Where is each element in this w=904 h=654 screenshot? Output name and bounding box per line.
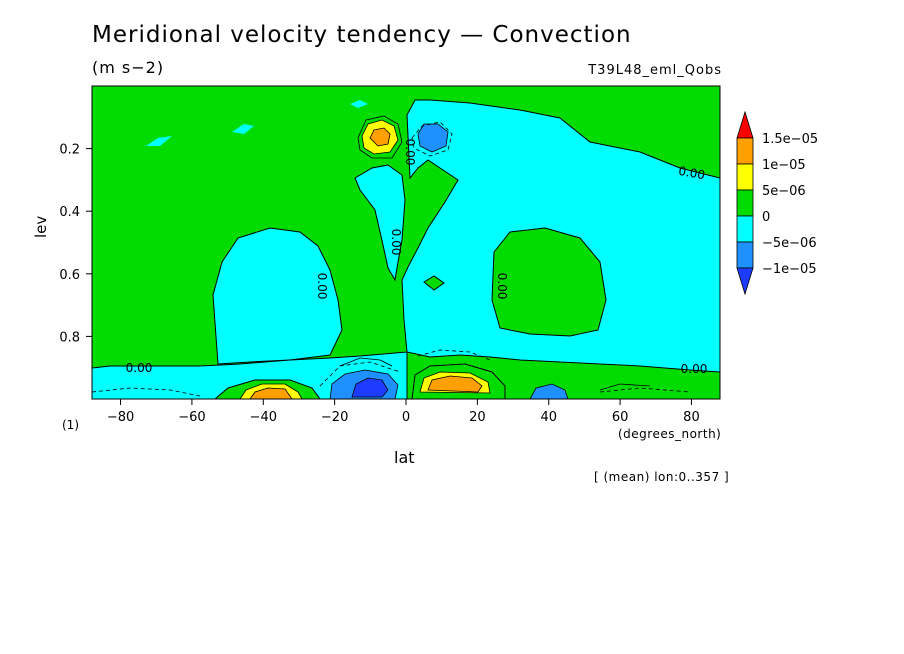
colorbar-min-arrow (736, 267, 754, 296)
colorbar-label-2: 5e−06 (762, 184, 806, 199)
solid-contour-1 (339, 357, 393, 367)
x-tick-label-0: −80 (107, 410, 134, 425)
x-tick-label-4: 0 (402, 410, 410, 425)
colorbar: 1.5e−05 1e−05 5e−06 0 −5e−06 −1e−05 (736, 110, 818, 296)
negative-speck-1 (146, 136, 172, 146)
x-axis-label: lat (394, 448, 415, 467)
scale-factor: (1) (62, 418, 79, 432)
run-label: T39L48_eml_Qobs (588, 63, 722, 78)
colorbar-box-3 (736, 189, 754, 217)
y-tick-label-0: 0.2 (59, 143, 80, 158)
contour-label-3: 0.00 (315, 273, 329, 300)
x-tick-label-1: −60 (178, 410, 205, 425)
x-tick-label-6: 40 (540, 410, 557, 425)
contour-label-2: 0.00 (681, 362, 708, 376)
x-tick-label-8: 80 (683, 410, 700, 425)
chart-units: (m s−2) (92, 58, 165, 77)
x-tick-label-5: 20 (469, 410, 486, 425)
colorbar-box-2 (736, 163, 754, 191)
negative-region-sh-mid (212, 227, 343, 365)
y-axis: 0.2 0.4 0.6 0.8 (59, 143, 92, 345)
contour-label-4: 0.00 (389, 229, 403, 256)
dashed-contour-2 (417, 349, 491, 361)
colorbar-box-4 (736, 215, 754, 243)
dashed-contour-1 (92, 387, 201, 397)
negative-speck-3 (350, 100, 368, 108)
dashed-contour-3 (599, 387, 691, 393)
contour-label-1: 0.00 (677, 164, 706, 182)
colorbar-label-4: −5e−06 (762, 236, 817, 251)
negative-region-upper-left (354, 164, 406, 282)
dashed-contour-5 (319, 361, 401, 387)
contour-label-5: 0.00 (403, 139, 417, 166)
colorbar-box-5 (736, 241, 754, 269)
y-tick-label-2: 0.6 (59, 268, 80, 283)
negative-mid-nh-surface (529, 383, 569, 399)
negative-large-sh-eq (351, 377, 389, 398)
colorbar-max-arrow (736, 110, 754, 139)
x-tick-label-3: −20 (321, 410, 348, 425)
negative-band-sh (92, 351, 408, 399)
positive-island (423, 275, 445, 291)
colorbar-box-1 (736, 137, 754, 165)
colorbar-label-1: 1e−05 (762, 158, 806, 173)
colorbar-label-5: −1e−05 (762, 262, 817, 277)
colorbar-label-0: 1.5e−05 (762, 132, 818, 147)
contour-label-6: 0.00 (495, 273, 509, 300)
y-tick-label-1: 0.4 (59, 205, 80, 220)
negative-speck-2 (232, 124, 254, 134)
positive-large-nh-eq (427, 375, 483, 393)
averaging-note: [ (mean) lon:0..357 ] (594, 470, 730, 484)
contour-labels: 0.00 0.00 0.00 0.00 0.00 0.00 0.00 (126, 139, 708, 376)
x-axis: −80 −60 −40 −20 0 20 40 60 80 (107, 399, 700, 425)
y-tick-label-3: 0.8 (59, 330, 80, 345)
solid-contour-3 (357, 115, 403, 159)
positive-region-nh-mid (491, 227, 607, 337)
positive-large-sh-surface (249, 387, 293, 399)
contour-label-0: 0.00 (126, 361, 153, 375)
colorbar-label-3: 0 (762, 210, 770, 225)
dashed-contour-4 (411, 121, 453, 157)
x-tick-label-2: −40 (250, 410, 277, 425)
chart-title: Meridional velocity tendency — Convectio… (92, 22, 632, 48)
x-axis-units: (degrees_north) (618, 427, 722, 441)
positive-large-upper (369, 127, 391, 147)
x-tick-label-7: 60 (612, 410, 629, 425)
negative-mid-upper (417, 123, 449, 153)
solid-contour-2 (599, 383, 651, 391)
